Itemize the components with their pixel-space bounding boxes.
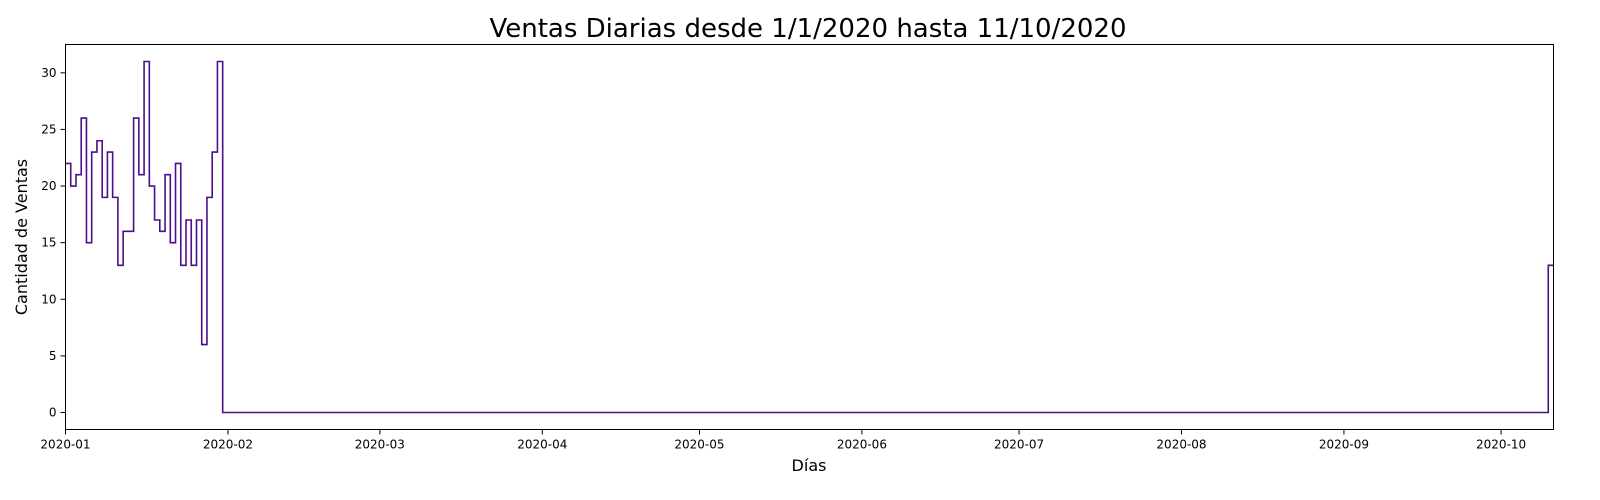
x-tick-label: 2020-02 [203, 438, 253, 452]
x-tick-label: 2020-05 [674, 438, 724, 452]
plot-frame [65, 44, 1554, 430]
x-axis-label: Días [792, 456, 827, 475]
x-tick-label: 2020-01 [40, 438, 90, 452]
x-tick-label: 2020-10 [1476, 438, 1526, 452]
y-tick-label: 0 [49, 406, 57, 420]
y-tick-label: 30 [41, 66, 56, 80]
x-tick-label: 2020-09 [1319, 438, 1369, 452]
y-tick-label: 15 [41, 236, 56, 250]
x-tick-label: 2020-07 [994, 438, 1044, 452]
x-tick-label: 2020-08 [1156, 438, 1206, 452]
y-axis: 0 5 10 15 20 25 30 [41, 66, 66, 420]
y-tick-label: 5 [49, 349, 57, 363]
y-tick-label: 25 [41, 122, 56, 136]
x-tick-label: 2020-06 [837, 438, 887, 452]
y-axis-label: Cantidad de Ventas [12, 159, 31, 315]
y-tick-label: 10 [41, 292, 56, 306]
x-axis: 2020-01 2020-02 2020-03 2020-04 2020-05 2020-… [40, 429, 1526, 452]
y-tick-label: 20 [41, 179, 56, 193]
x-tick-label: 2020-03 [355, 438, 405, 452]
chart-title: Ventas Diarias desde 1/1/2020 hasta 11/1… [489, 14, 1126, 44]
sales-series-line [65, 60, 1554, 414]
x-tick-label: 2020-04 [517, 438, 567, 452]
